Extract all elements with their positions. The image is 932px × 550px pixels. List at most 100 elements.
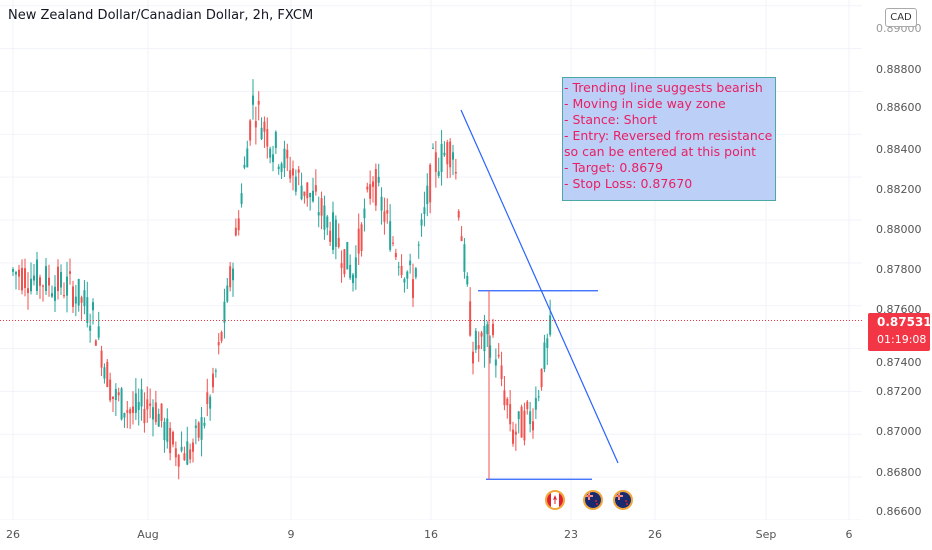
candle-body	[366, 186, 369, 190]
candle-body	[226, 285, 229, 302]
candle-body	[277, 166, 280, 170]
candle-body	[183, 453, 186, 461]
candle-body	[212, 373, 214, 388]
candle-body	[406, 271, 409, 279]
time-tick-label: 23	[564, 528, 578, 541]
candle-body	[360, 224, 363, 251]
candle-body	[254, 121, 257, 128]
candle-body	[266, 129, 269, 147]
candle-body	[152, 407, 154, 420]
candle-body	[140, 389, 143, 407]
candle-body	[494, 359, 497, 366]
candle-body	[546, 338, 549, 348]
candle-body	[317, 212, 320, 216]
candle-body	[426, 185, 429, 205]
candle-body	[217, 342, 220, 346]
candle-body	[300, 185, 303, 200]
time-tick-label: 26	[648, 528, 662, 541]
price-tick-label: 0.88400	[876, 143, 922, 156]
candle-body	[252, 95, 254, 105]
candle-body	[97, 326, 100, 338]
price-tick-label: 0.87000	[876, 425, 922, 438]
candle-body	[457, 211, 460, 218]
candle-body	[234, 227, 237, 236]
candle-body	[240, 193, 243, 204]
canada-flag-icon[interactable]	[545, 490, 565, 510]
price-tick-label: 0.87800	[876, 263, 922, 276]
candle-body	[103, 367, 106, 379]
candle-body	[520, 406, 523, 438]
candle-body	[397, 266, 400, 268]
candle-body	[480, 332, 483, 337]
candle-body	[437, 171, 440, 176]
candle-body	[326, 216, 329, 228]
candle-body	[334, 219, 337, 247]
candle-body	[343, 249, 346, 275]
candle-body	[232, 268, 234, 281]
price-tick-label: 0.88600	[876, 101, 922, 114]
candle-body	[36, 259, 38, 291]
time-axis[interactable]: 26 Aug 9 16 23 26 Sep 6	[0, 520, 862, 550]
candle-body	[200, 417, 203, 440]
candle-body	[269, 148, 272, 158]
price-tick-label: 0.86800	[876, 466, 922, 479]
candle-body	[39, 277, 41, 286]
candle-body	[54, 286, 56, 301]
candle-body	[529, 411, 532, 425]
candle-body	[340, 263, 343, 268]
candle-body	[220, 332, 223, 341]
candle-body	[452, 152, 454, 160]
price-chart[interactable]	[0, 0, 862, 520]
candle-body	[323, 205, 326, 230]
candle-body	[263, 121, 266, 132]
candle-body	[483, 325, 486, 352]
candle-body	[274, 131, 277, 148]
candle-body	[114, 388, 117, 401]
candle-body	[63, 295, 65, 297]
candle-body	[294, 176, 297, 192]
candle-body	[280, 163, 283, 172]
candle-body	[306, 182, 309, 199]
currency-badge[interactable]: CAD	[885, 8, 917, 27]
candle-body	[120, 388, 123, 420]
note-line: - Moving in side way zone	[564, 96, 726, 111]
last-price-value: 0.87531	[877, 315, 932, 329]
descending-trendline	[460, 109, 619, 464]
new-zealand-flag-icon[interactable]	[583, 490, 603, 510]
candle-body	[486, 324, 489, 335]
candle-body	[466, 275, 469, 285]
candle-body	[363, 208, 366, 219]
new-zealand-flag-icon[interactable]	[613, 490, 633, 510]
candle-body	[309, 192, 312, 198]
candle-body	[229, 266, 232, 288]
candle-body	[203, 422, 206, 426]
candle-body	[403, 278, 406, 283]
time-tick-label: 26	[6, 528, 20, 541]
candle-body	[477, 345, 480, 349]
candle-body	[123, 413, 126, 418]
analysis-note[interactable]: - Trending line suggests bearish - Movin…	[562, 77, 776, 201]
time-tick-label: Sep	[755, 528, 777, 541]
candle-body	[303, 191, 306, 196]
note-line: - Trending line suggests bearish	[564, 80, 763, 95]
candle-body	[392, 242, 394, 244]
candle-body	[246, 148, 249, 168]
price-tick-label: 0.87400	[876, 356, 922, 369]
candle-body	[543, 342, 546, 370]
candle-body	[312, 190, 314, 202]
price-tick-label: 0.88000	[876, 223, 922, 236]
candle-body	[197, 422, 200, 438]
price-tick-label: 0.87600	[876, 303, 922, 316]
candle-body	[112, 396, 114, 400]
candle-body	[386, 210, 389, 214]
price-axis[interactable]: 0.89000 0.88800 0.88600 0.88400 0.88200 …	[862, 0, 932, 550]
candle-body	[18, 269, 20, 277]
candle-body	[472, 351, 474, 364]
chart-area[interactable]	[0, 0, 862, 520]
candle-body	[357, 228, 360, 254]
candle-body	[417, 244, 420, 246]
candle-body	[517, 411, 520, 420]
candle-body	[374, 168, 377, 206]
candle-body	[206, 392, 209, 404]
candle-body	[42, 285, 44, 287]
